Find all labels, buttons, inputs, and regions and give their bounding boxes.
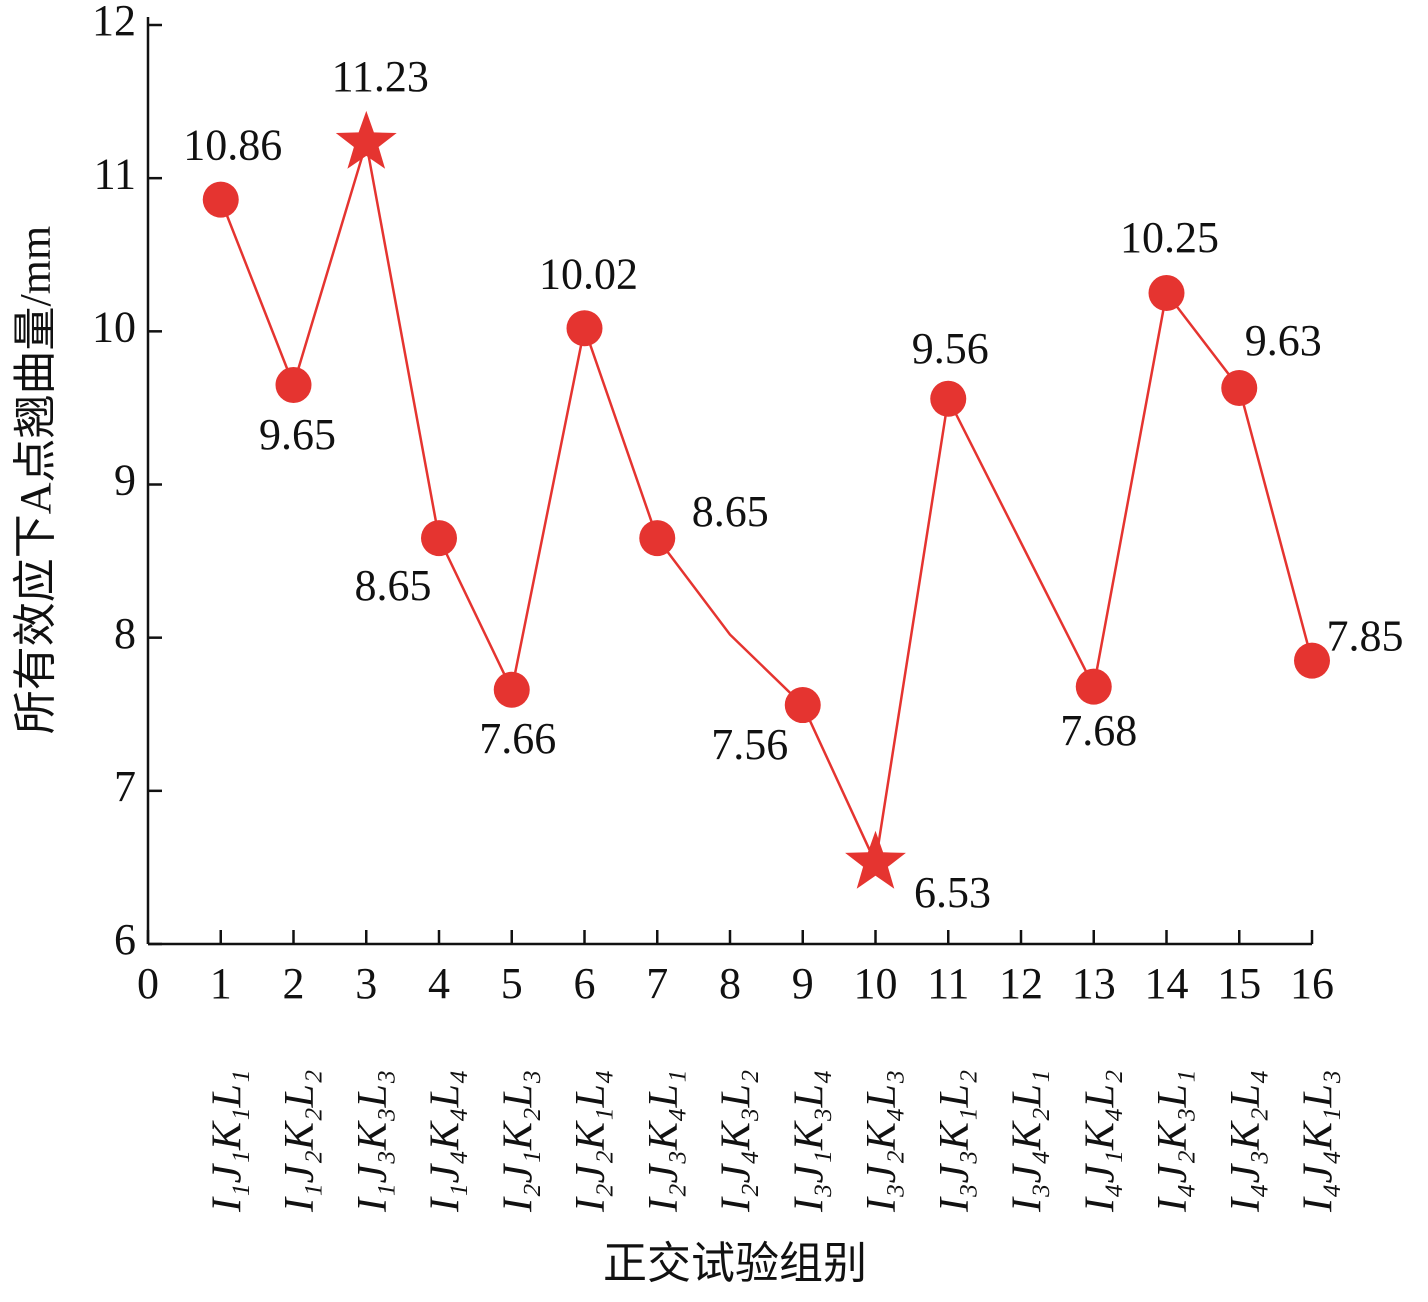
group-label: I₄J₄K₁L₃ — [1296, 1070, 1342, 1213]
group-label: I₂J₃K₄L₁ — [641, 1070, 687, 1213]
data-label: 8.65 — [355, 561, 432, 610]
point-marker — [930, 380, 967, 417]
data-label: 8.65 — [692, 487, 769, 536]
y-axis-title: 所有效应下A点翘曲量/mm — [11, 226, 60, 734]
data-label: 10.02 — [539, 249, 638, 298]
point-marker — [275, 366, 312, 403]
point-marker — [421, 520, 457, 557]
y-tick-label: 7 — [114, 762, 136, 811]
series-line — [219, 142, 1314, 868]
x-tick-label: 3 — [355, 959, 377, 1008]
x-axis-title: 正交试验组别 — [603, 1239, 867, 1288]
group-label: I₁J₃K₃L₃ — [350, 1070, 396, 1213]
x-tick-label: 15 — [1217, 959, 1261, 1008]
x-tick-label: 10 — [854, 959, 898, 1008]
group-label: I₃J₁K₃L₄ — [786, 1070, 832, 1213]
point-marker — [1148, 275, 1185, 312]
star-marker — [845, 830, 906, 889]
point-marker — [784, 687, 821, 724]
group-label: I₂J₂K₁L₄ — [568, 1070, 614, 1213]
data-label: 6.53 — [914, 868, 991, 917]
data-label: 9.65 — [259, 410, 336, 459]
y-tick-label: 8 — [114, 609, 136, 658]
data-label: 9.63 — [1245, 316, 1322, 365]
x-tick-label: 16 — [1290, 959, 1334, 1008]
x-tick-label: 9 — [792, 959, 814, 1008]
group-label: I₁J₄K₄L₄ — [423, 1070, 469, 1213]
point-marker — [639, 520, 676, 557]
group-label: I₄J₂K₃L₁ — [1150, 1070, 1196, 1213]
x-tick-label: 8 — [719, 959, 741, 1008]
point-marker — [202, 181, 239, 218]
x-tick-label: 7 — [646, 959, 668, 1008]
x-tick-label: 1 — [210, 959, 232, 1008]
point-marker — [566, 310, 603, 347]
data-label: 11.23 — [332, 52, 429, 101]
y-tick-label: 9 — [114, 456, 136, 505]
group-label: I₃J₄K₂L₁ — [1005, 1070, 1051, 1213]
point-marker — [1294, 642, 1330, 679]
data-label: 9.56 — [912, 324, 989, 373]
data-label: 7.85 — [1327, 612, 1404, 661]
group-label: I₂J₁K₂L₃ — [495, 1070, 541, 1213]
group-label: I₄J₃K₂L₄ — [1223, 1070, 1269, 1213]
y-tick-label: 6 — [114, 915, 136, 964]
point-marker — [493, 671, 530, 708]
data-label: 10.25 — [1120, 213, 1219, 262]
star-marker — [335, 110, 397, 169]
group-label: I₂J₄K₃L₂ — [714, 1070, 760, 1213]
data-label: 7.66 — [479, 714, 556, 763]
x-tick-label: 5 — [501, 959, 523, 1008]
x-tick-label: 2 — [283, 959, 305, 1008]
data-label: 7.68 — [1060, 706, 1137, 755]
y-tick-label: 12 — [92, 0, 136, 45]
x-tick-label: 4 — [428, 959, 450, 1008]
point-marker — [1221, 370, 1258, 407]
point-marker — [1075, 668, 1112, 705]
x-tick-label: 12 — [999, 959, 1043, 1008]
x-tick-label: 0 — [137, 959, 159, 1008]
data-label: 7.56 — [711, 720, 788, 769]
group-label: I₁J₁K₁L₁ — [204, 1070, 250, 1213]
y-tick-label: 10 — [92, 302, 136, 351]
y-tick-label: 11 — [94, 149, 136, 198]
group-label: I₃J₂K₄L₃ — [859, 1070, 905, 1213]
x-tick-label: 11 — [927, 959, 969, 1008]
x-tick-label: 14 — [1145, 959, 1189, 1008]
group-label: I₁J₂K₂L₂ — [277, 1070, 323, 1213]
group-label: I₄J₁K₄L₂ — [1077, 1070, 1123, 1213]
group-label: I₃J₃K₁L₂ — [932, 1070, 978, 1213]
x-tick-label: 13 — [1072, 959, 1116, 1008]
data-label: 10.86 — [183, 121, 282, 170]
x-tick-label: 6 — [574, 959, 596, 1008]
